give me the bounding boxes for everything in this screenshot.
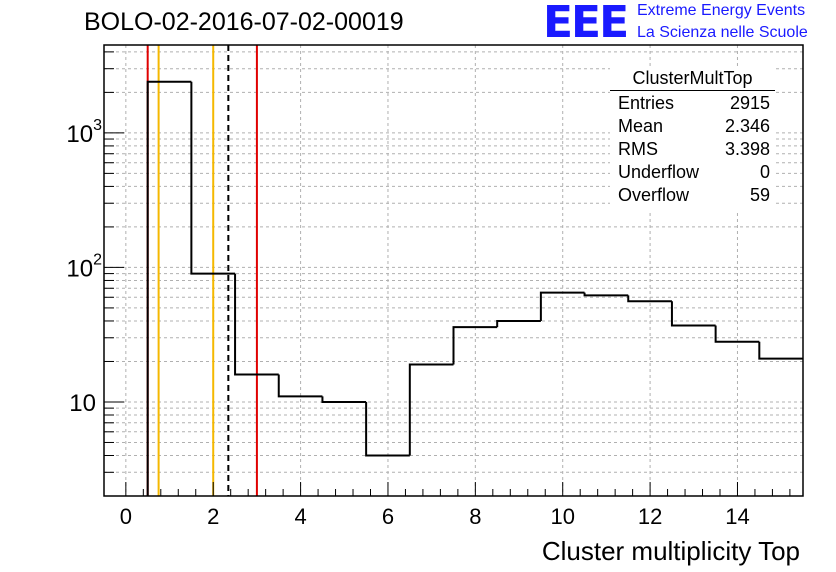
- stats-value: 0: [759, 162, 770, 182]
- y-axis-ticks: 10 102 103: [66, 51, 124, 497]
- y-tick-label: 102: [66, 251, 102, 282]
- page-title: BOLO-02-2016-07-02-00019: [84, 8, 404, 36]
- stats-box-title: ClusterMultTop: [632, 68, 753, 88]
- stats-value: 59: [749, 185, 770, 205]
- stats-box: ClusterMultTop Entries 2915 Mean 2.346 R…: [610, 68, 775, 210]
- x-tick-label: 6: [382, 504, 394, 529]
- logo-line-2: La Scienza nelle Scuole: [637, 24, 808, 41]
- histogram-bin: [758, 341, 803, 360]
- y-tick-label: 10: [69, 390, 96, 417]
- histogram-bin: [670, 301, 716, 327]
- stats-key: Entries: [618, 93, 675, 113]
- stats-key: Overflow: [618, 185, 690, 205]
- histogram-bin: [321, 396, 367, 403]
- stats-key: Underflow: [618, 162, 700, 182]
- x-tick-label: 14: [725, 504, 749, 529]
- eee-logo-icon: EEE: [543, 0, 629, 48]
- histogram-bin: [277, 374, 323, 398]
- histogram-bin: [714, 325, 760, 343]
- y-tick-label: 103: [66, 117, 102, 148]
- histogram-bin: [234, 273, 279, 376]
- stats-value: 2915: [729, 93, 770, 113]
- x-axis-label: Cluster multiplicity Top: [542, 536, 800, 566]
- stats-box-divider: [610, 90, 775, 91]
- histogram-bin: [452, 326, 498, 365]
- plot-frame: [103, 44, 804, 497]
- stats-key: Mean: [618, 116, 664, 136]
- marker-lines: [146, 45, 258, 496]
- stats-value: 2.346: [724, 116, 770, 136]
- x-tick-label: 8: [469, 504, 481, 529]
- stats-value: 3.398: [724, 139, 770, 159]
- x-axis-ticks: 0 2 4 6 8 10 12 14: [120, 482, 791, 529]
- x-tick-label: 10: [550, 504, 574, 529]
- histogram-bin: [627, 295, 672, 303]
- histogram-bin: [146, 80, 192, 496]
- logo-line-1: Extreme Energy Events: [637, 2, 806, 19]
- x-tick-label: 2: [207, 504, 219, 529]
- x-tick-label: 12: [638, 504, 662, 529]
- histogram-bin: [365, 401, 410, 457]
- histogram-bin: [408, 363, 454, 456]
- histogram-bin: [539, 291, 585, 321]
- x-tick-label: 0: [120, 504, 132, 529]
- stats-key: RMS: [618, 139, 658, 159]
- histogram-bin: [583, 292, 629, 297]
- histogram-bin: [190, 81, 236, 275]
- x-tick-label: 4: [294, 504, 306, 529]
- histogram-bars: [146, 80, 803, 496]
- histogram-bin: [496, 319, 541, 328]
